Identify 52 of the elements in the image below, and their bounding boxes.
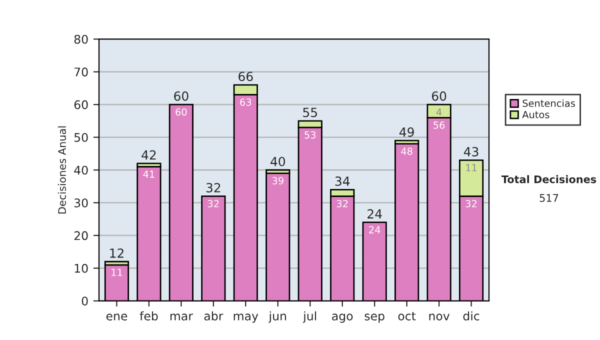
y-axis-title: Decisiones Anual	[58, 126, 66, 214]
y-tick-label: 60	[74, 100, 88, 110]
y-tick-label: 0	[82, 296, 88, 306]
text: Total Decisiones	[501, 175, 596, 184]
y-tick-label: 20	[74, 231, 88, 240]
x-tick-label: abr	[204, 311, 224, 320]
legend-label: Autos	[522, 111, 550, 118]
y-tick-label: 50	[74, 133, 88, 142]
total-label: 66	[238, 72, 253, 82]
y-tick-label: 10	[74, 264, 88, 273]
legend-label: Sentencias	[522, 99, 575, 107]
data-label: 11	[112, 268, 122, 276]
total-label: 34	[335, 176, 350, 186]
data-label: 63	[240, 98, 252, 106]
data-label: 53	[304, 131, 316, 139]
text: 517	[540, 194, 558, 202]
x-tick-label: nov	[429, 314, 450, 320]
y-tick-label: 30	[74, 198, 88, 208]
data-label: 11	[466, 164, 477, 172]
data-label: 56	[434, 121, 445, 129]
data-label: 4	[436, 108, 442, 116]
y-tick-label: 40	[74, 166, 88, 175]
data-label: 48	[401, 148, 412, 155]
total-label: 55	[303, 108, 317, 118]
x-tick-label: ago	[332, 314, 353, 323]
total-label: 49	[399, 127, 414, 137]
total-label: 43	[464, 146, 478, 156]
data-label: 24	[369, 226, 380, 234]
x-tick-label: dic	[463, 311, 480, 320]
x-tick-label: sep	[364, 314, 384, 323]
data-label: 39	[272, 177, 284, 184]
total-label: 42	[142, 150, 156, 160]
data-label: 32	[336, 200, 348, 208]
data-label: 32	[466, 200, 476, 208]
total-label: 32	[206, 182, 220, 192]
data-label: 41	[143, 170, 154, 178]
total-label: 40	[270, 156, 286, 166]
x-tick-label: ene	[106, 314, 128, 320]
x-tick-label: may	[234, 314, 258, 323]
x-tick-label: oct	[398, 312, 416, 320]
y-tick-label: 80	[74, 34, 88, 44]
y-tick-label: 70	[74, 68, 88, 76]
x-tick-label: feb	[140, 311, 158, 320]
data-label: 32	[208, 200, 219, 208]
data-label: 60	[176, 108, 187, 116]
total-label: 60	[432, 91, 446, 101]
total-label: 24	[368, 209, 382, 218]
total-label: 12	[110, 248, 124, 258]
total-label: 60	[174, 91, 188, 101]
x-tick-label: jul	[302, 311, 316, 323]
x-tick-label: mar	[170, 314, 193, 320]
x-tick-label: jun	[268, 311, 286, 323]
